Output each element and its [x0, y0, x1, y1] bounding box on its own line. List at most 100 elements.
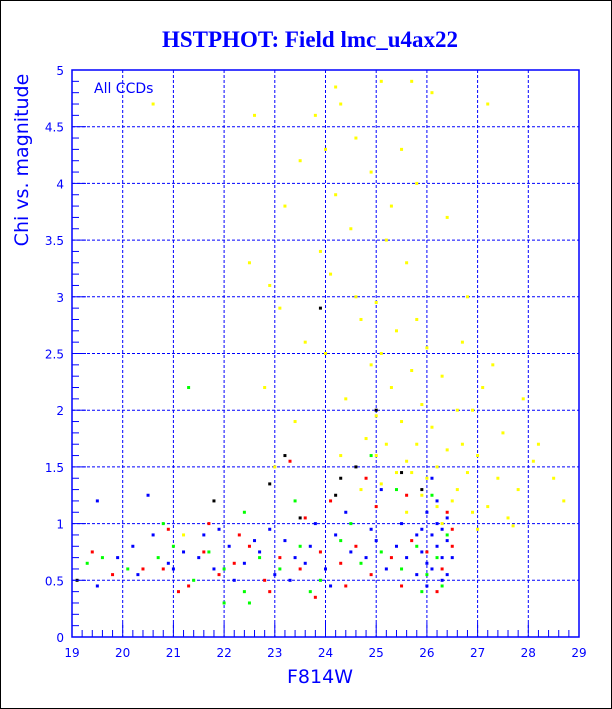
- data-point-black: [400, 471, 404, 475]
- data-point-yellow: [293, 420, 297, 424]
- data-point-blue: [303, 561, 307, 565]
- data-point-yellow: [435, 505, 439, 509]
- data-point-red: [313, 595, 317, 599]
- data-point-yellow: [465, 295, 469, 299]
- data-point-green: [445, 533, 449, 537]
- data-point-yellow: [405, 510, 409, 514]
- data-point-yellow: [374, 300, 378, 304]
- data-point-blue: [435, 499, 439, 503]
- data-point-red: [90, 550, 94, 554]
- data-point-green: [126, 567, 130, 571]
- data-point-red: [268, 590, 272, 594]
- data-point-green: [171, 544, 175, 548]
- data-point-yellow: [394, 329, 398, 333]
- data-point-black: [339, 476, 343, 480]
- data-point-yellow: [263, 386, 267, 390]
- data-point-green: [278, 567, 282, 571]
- data-point-yellow: [369, 170, 373, 174]
- data-point-blue: [227, 544, 231, 548]
- data-point-yellow: [313, 113, 317, 117]
- data-point-green: [298, 544, 302, 548]
- data-point-yellow: [400, 147, 404, 151]
- y-axis-label: Chi vs. magnitude: [11, 74, 33, 247]
- data-point-yellow: [516, 488, 520, 492]
- data-point-black: [374, 408, 378, 412]
- data-point-green: [247, 601, 251, 605]
- data-point-red: [440, 567, 444, 571]
- data-point-green: [222, 567, 226, 571]
- data-point-yellow: [182, 533, 186, 537]
- data-point-blue: [171, 567, 175, 571]
- y-tick-label: 0.5: [45, 574, 64, 588]
- x-tick-label: 25: [369, 646, 384, 660]
- data-point-yellow: [415, 317, 419, 321]
- data-point-green: [435, 556, 439, 560]
- data-point-yellow: [389, 386, 393, 390]
- data-point-red: [425, 550, 429, 554]
- data-point-blue: [258, 550, 262, 554]
- data-point-green: [369, 454, 373, 458]
- data-point-green: [394, 488, 398, 492]
- data-point-blue: [242, 561, 246, 565]
- data-point-green: [242, 590, 246, 594]
- data-point-red: [247, 544, 251, 548]
- data-point-yellow: [268, 283, 272, 287]
- data-point-yellow: [394, 471, 398, 475]
- data-point-blue: [313, 522, 317, 526]
- y-tick-label: 3: [56, 291, 64, 305]
- data-point-red: [445, 510, 449, 514]
- data-point-red: [344, 584, 348, 588]
- data-point-yellow: [359, 317, 363, 321]
- x-axis-label: F814W: [287, 666, 353, 688]
- data-point-yellow: [374, 454, 378, 458]
- data-point-red: [298, 567, 302, 571]
- data-point-yellow: [334, 193, 338, 197]
- data-point-red: [176, 590, 180, 594]
- data-point-red: [278, 556, 282, 560]
- data-point-yellow: [384, 442, 388, 446]
- y-tick-label: 1: [56, 518, 64, 532]
- data-point-red: [161, 567, 165, 571]
- data-point-green: [415, 544, 419, 548]
- data-point-blue: [212, 567, 216, 571]
- data-point-blue: [394, 544, 398, 548]
- data-point-yellow: [389, 204, 393, 208]
- data-point-yellow: [379, 352, 383, 355]
- data-point-blue: [420, 550, 424, 554]
- data-point-black: [283, 454, 287, 458]
- data-point-yellow: [400, 420, 404, 424]
- data-point-blue: [283, 539, 287, 543]
- x-tick-label: 21: [166, 646, 181, 660]
- data-point-blue: [374, 539, 378, 543]
- data-point-blue: [440, 578, 444, 582]
- data-point-blue: [202, 533, 206, 537]
- data-point-blue: [435, 522, 439, 526]
- data-point-yellow: [273, 465, 277, 469]
- data-point-blue: [329, 584, 333, 588]
- data-point-blue: [379, 488, 383, 492]
- data-point-red: [187, 584, 191, 588]
- data-point-green: [318, 578, 322, 582]
- data-point-blue: [440, 527, 444, 531]
- data-point-green: [222, 601, 226, 605]
- data-point-green: [349, 522, 353, 526]
- data-point-blue: [232, 578, 236, 582]
- data-point-yellow: [552, 476, 556, 480]
- data-point-red: [111, 573, 115, 577]
- data-point-red: [303, 516, 307, 520]
- data-point-yellow: [536, 442, 540, 446]
- data-point-yellow: [384, 238, 388, 242]
- data-point-yellow: [324, 352, 327, 355]
- data-point-yellow: [364, 437, 368, 441]
- data-point-blue: [197, 556, 201, 560]
- data-point-green: [430, 493, 434, 497]
- data-point-yellow: [562, 499, 566, 503]
- data-point-yellow: [420, 493, 424, 497]
- data-point-blue: [450, 556, 454, 560]
- data-point-yellow: [247, 261, 251, 265]
- data-point-yellow: [303, 340, 307, 344]
- data-point-black: [318, 306, 322, 310]
- data-point-red: [364, 476, 368, 480]
- data-point-yellow: [298, 159, 302, 163]
- data-point-red: [329, 499, 333, 503]
